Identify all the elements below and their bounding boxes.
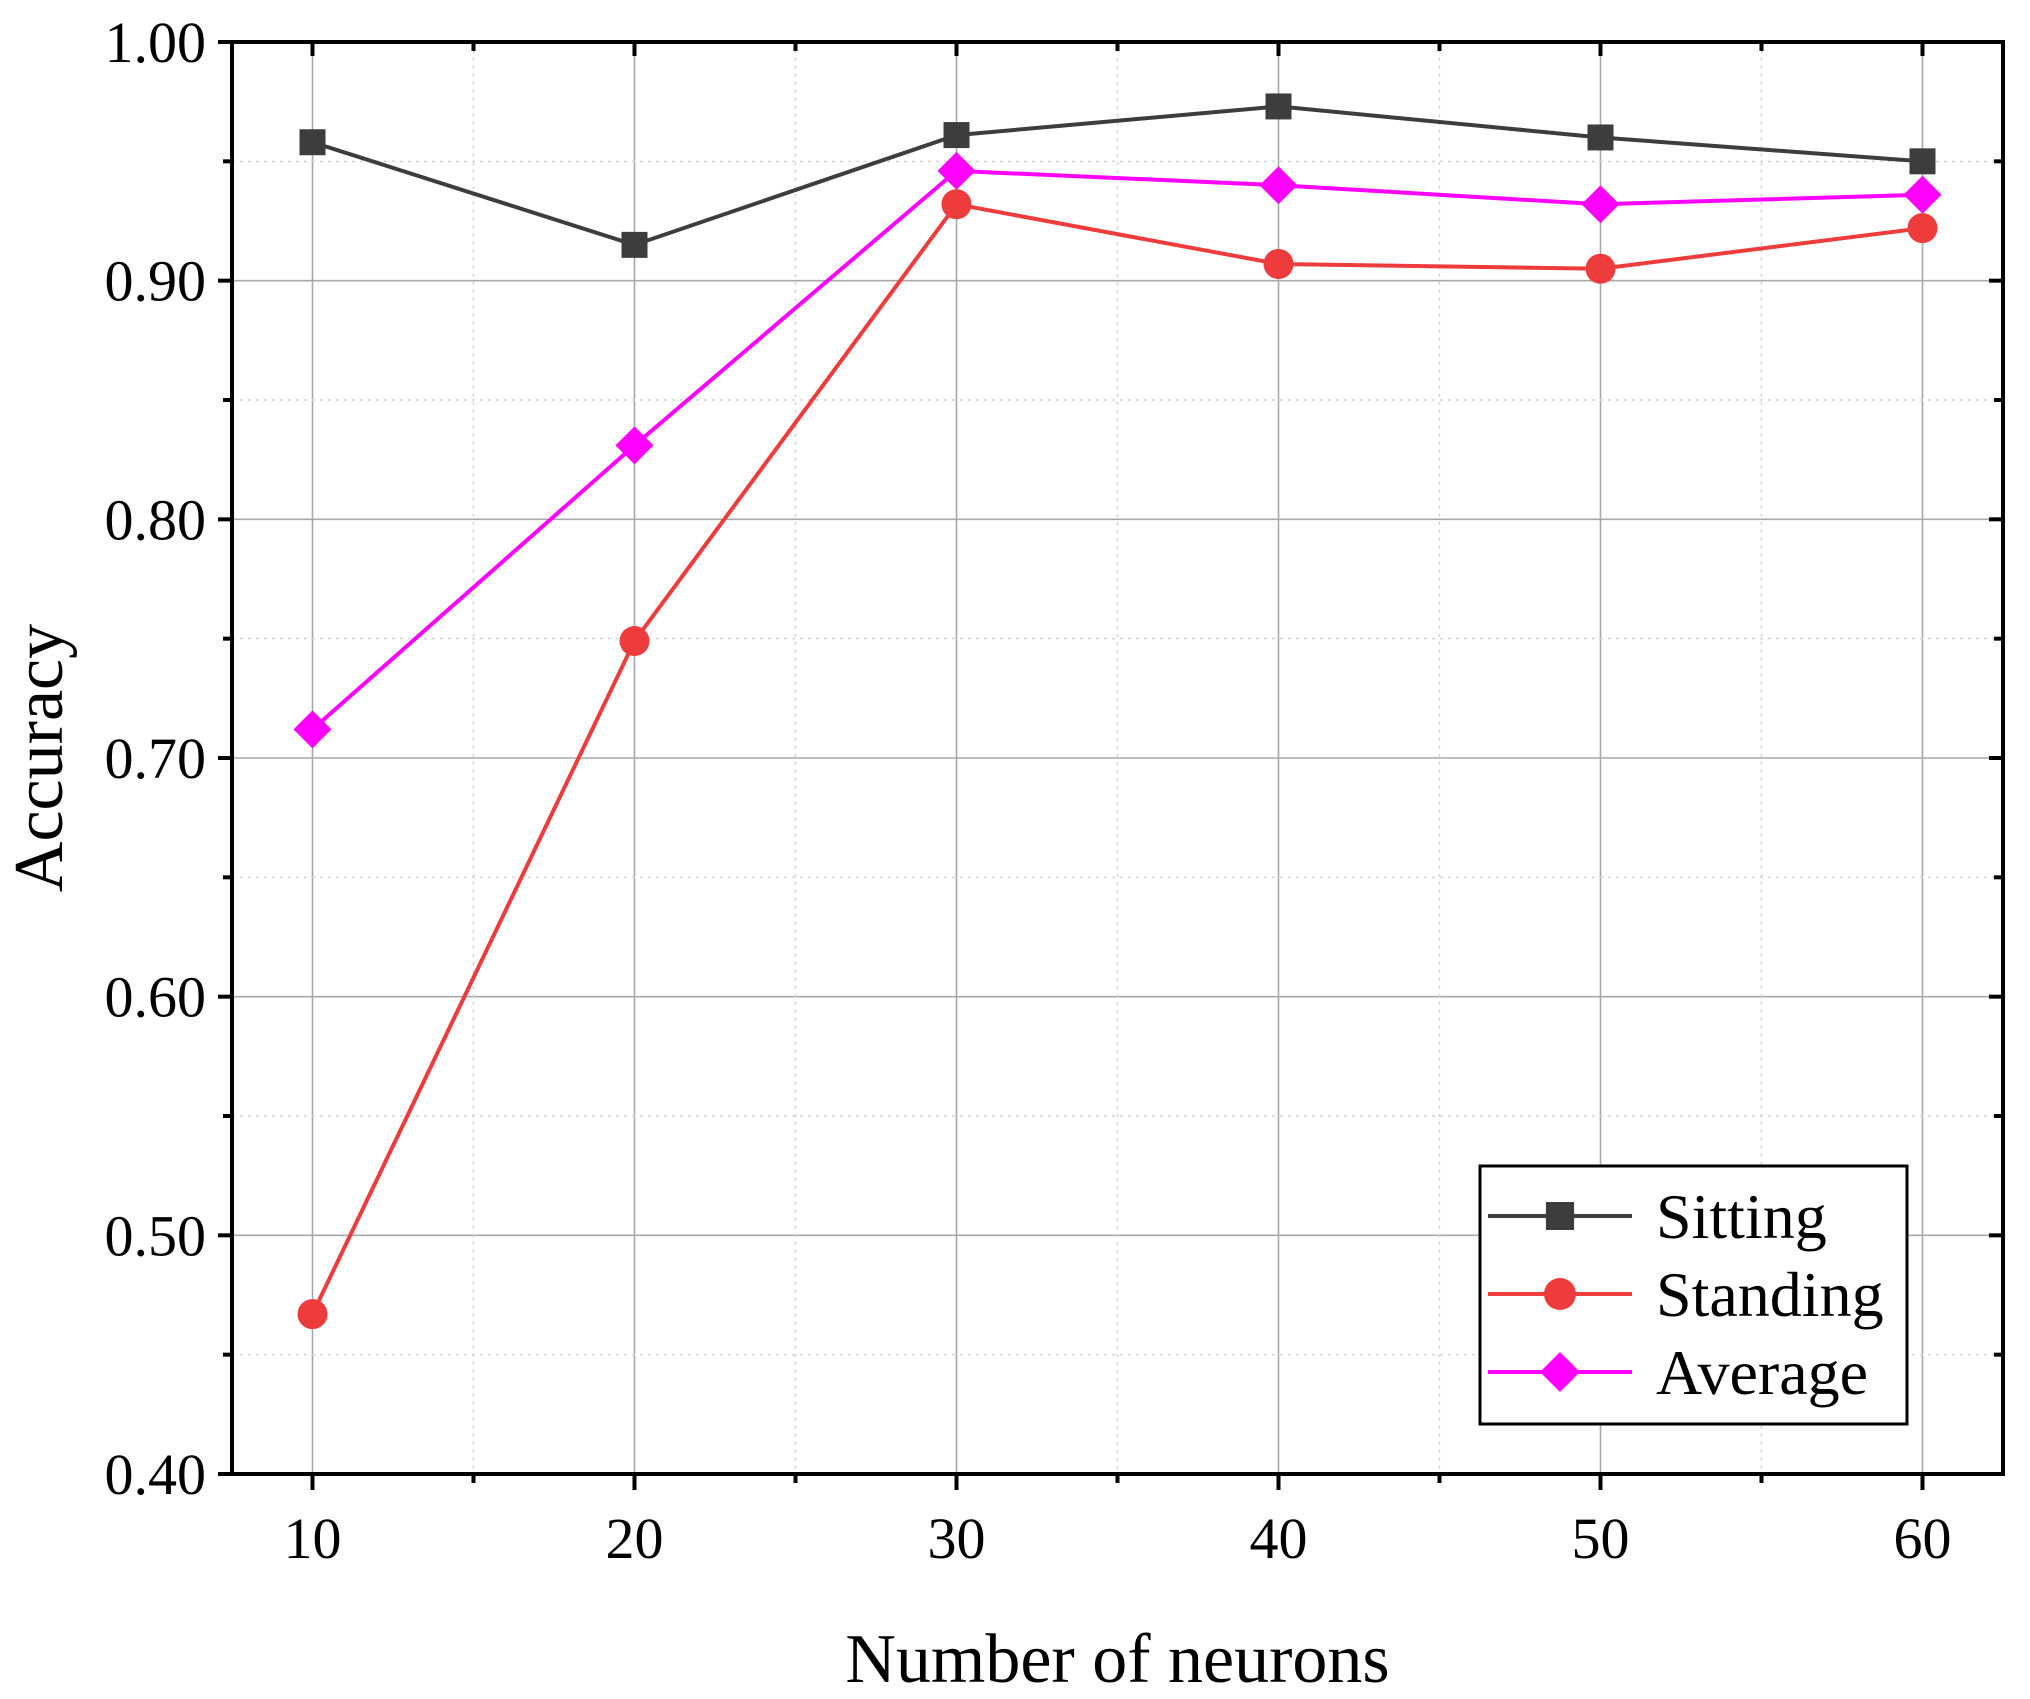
- data-point-sitting: [299, 129, 326, 156]
- series-layer: [293, 93, 1942, 1330]
- data-point-sitting: [943, 122, 970, 149]
- data-point-standing: [1263, 248, 1294, 279]
- series-average: [293, 151, 1942, 749]
- legend-marker-sitting: [1546, 1202, 1574, 1230]
- data-point-average: [293, 710, 332, 749]
- x-axis-title: Number of neurons: [845, 1621, 1389, 1698]
- x-tick-label: 30: [928, 1506, 986, 1571]
- data-point-average: [1259, 166, 1298, 205]
- y-tick-label: 1.00: [105, 10, 207, 75]
- data-point-standing: [619, 626, 650, 657]
- legend-marker-standing: [1544, 1278, 1576, 1310]
- data-point-sitting: [621, 231, 648, 258]
- legend-label-average: Average: [1656, 1337, 1868, 1408]
- y-tick-label: 0.80: [105, 487, 207, 552]
- data-point-standing: [941, 189, 972, 220]
- data-point-average: [937, 151, 976, 190]
- legend-label-standing: Standing: [1656, 1259, 1884, 1330]
- data-point-average: [1581, 185, 1620, 224]
- x-tick-label: 50: [1572, 1506, 1630, 1571]
- x-tick-label: 10: [284, 1506, 342, 1571]
- axes: 10 20 30 40 50 60 0.40 0.50 0.60 0.70 0.80 0.90 1.00: [105, 10, 2005, 1571]
- data-point-average: [1903, 175, 1942, 214]
- data-point-standing: [1585, 253, 1616, 284]
- data-point-sitting: [1265, 93, 1292, 120]
- series-line-sitting: [311, 104, 1923, 247]
- series-line-standing: [310, 202, 1923, 1315]
- series-standing: [297, 189, 1938, 1330]
- data-point-sitting: [1587, 124, 1614, 151]
- y-axis-title: Accuracy: [1, 624, 78, 892]
- y-tick-label: 0.90: [105, 249, 207, 314]
- y-tick-label: 0.50: [105, 1203, 207, 1268]
- data-point-average: [615, 426, 654, 465]
- y-tick-label: 0.40: [105, 1442, 207, 1507]
- y-tick-label: 0.60: [105, 965, 207, 1030]
- data-point-standing: [297, 1299, 328, 1330]
- legend-marker-average: [1540, 1352, 1580, 1392]
- y-tick-label: 0.70: [105, 726, 207, 791]
- data-point-sitting: [1909, 148, 1936, 175]
- data-point-standing: [1907, 213, 1938, 244]
- series-sitting: [299, 93, 1936, 258]
- x-tick-label: 40: [1250, 1506, 1308, 1571]
- x-tick-label: 60: [1894, 1506, 1952, 1571]
- x-tick-label: 20: [606, 1506, 664, 1571]
- series-line-average: [311, 168, 1923, 731]
- legend-label-sitting: Sitting: [1656, 1181, 1827, 1252]
